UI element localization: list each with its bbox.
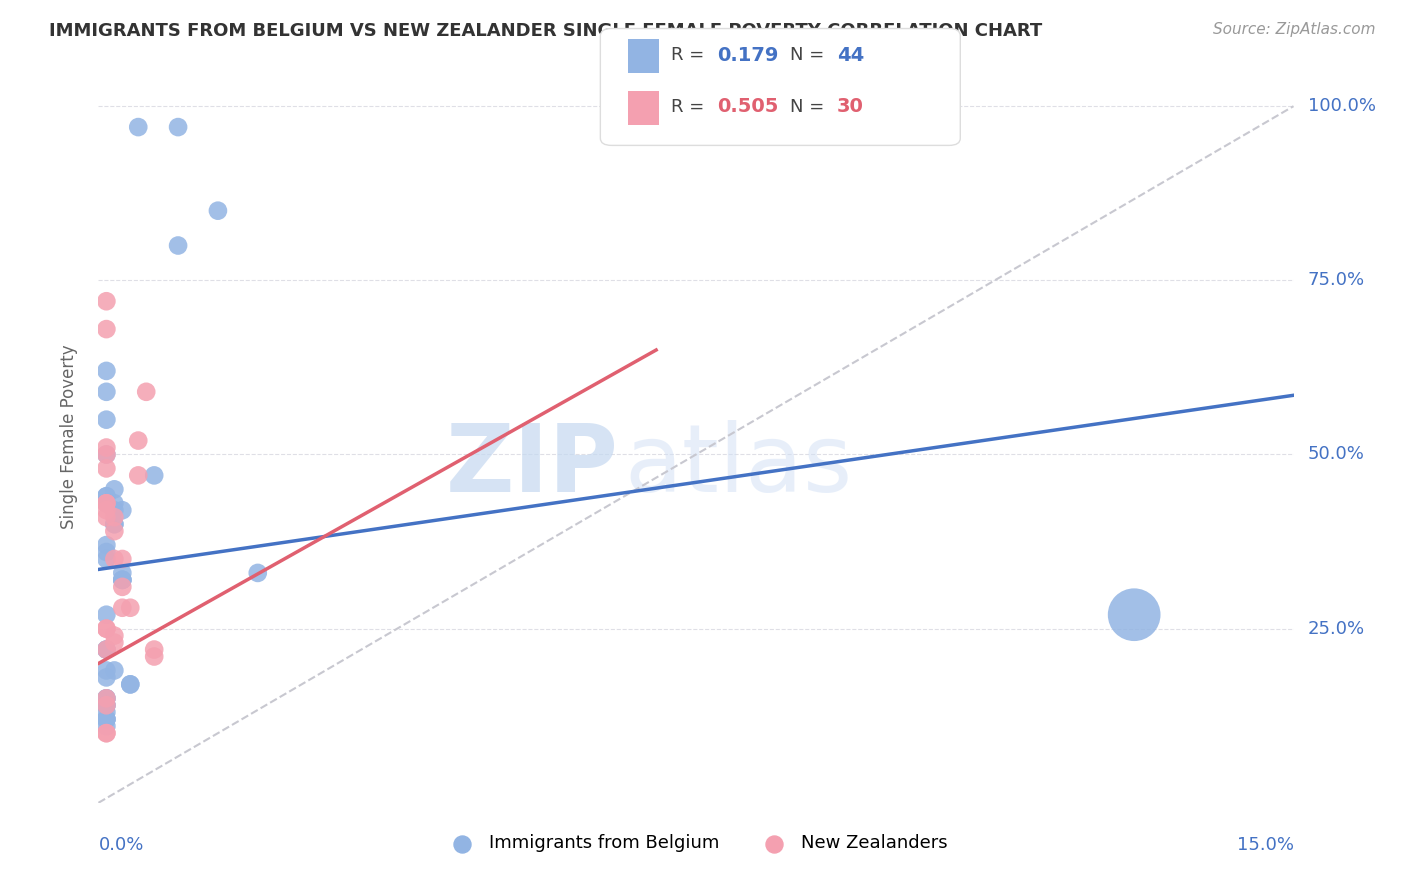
Point (167, 238, 190, 252)
Text: 0.0%: 0.0% (98, 836, 143, 854)
Text: 0.179: 0.179 (717, 46, 779, 65)
Point (96, 712, 118, 726)
Text: 30: 30 (837, 97, 863, 116)
Point (111, 580, 134, 594)
Point (96, 691, 118, 706)
Point (127, 434, 149, 448)
Point (96, 538, 118, 552)
Point (96, 726, 118, 740)
Point (103, 635, 125, 649)
Point (96, 642, 118, 657)
Point (96, 364, 118, 378)
Point (96, 552, 118, 566)
Point (96, 726, 118, 740)
Point (111, 573, 134, 587)
Point (103, 664, 125, 678)
Point (96, 622, 118, 636)
Point (103, 552, 125, 566)
Point (246, 566, 269, 580)
Point (120, 677, 142, 691)
Point (96, 448, 118, 462)
Point (207, 203, 229, 218)
Point (103, 517, 125, 532)
Point (96, 705, 118, 719)
Point (120, 600, 142, 615)
Point (96, 698, 118, 713)
Point (96, 642, 118, 657)
Point (96, 489, 118, 503)
Point (96, 384, 118, 399)
Point (96, 719, 118, 733)
Point (135, 384, 157, 399)
Text: 100.0%: 100.0% (1308, 97, 1376, 115)
Point (103, 629, 125, 643)
Point (96, 698, 118, 713)
Point (103, 524, 125, 538)
Point (103, 517, 125, 532)
Point (96, 510, 118, 524)
Point (103, 483, 125, 497)
Text: 0.505: 0.505 (717, 97, 779, 116)
Point (143, 468, 166, 483)
Point (111, 573, 134, 587)
Point (96, 503, 118, 517)
Point (96, 412, 118, 426)
Text: R =: R = (671, 46, 710, 64)
Text: IMMIGRANTS FROM BELGIUM VS NEW ZEALANDER SINGLE FEMALE POVERTY CORRELATION CHART: IMMIGRANTS FROM BELGIUM VS NEW ZEALANDER… (49, 22, 1042, 40)
Point (111, 566, 134, 580)
Point (167, 120, 190, 134)
Point (103, 510, 125, 524)
Point (103, 503, 125, 517)
Point (111, 552, 134, 566)
Point (96, 496, 118, 510)
Point (96, 294, 118, 309)
Text: N =: N = (790, 98, 830, 116)
Point (127, 120, 149, 134)
Point (143, 649, 166, 664)
Point (96, 496, 118, 510)
Point (96, 545, 118, 559)
Text: 25.0%: 25.0% (1308, 620, 1365, 638)
Point (96, 664, 118, 678)
Point (127, 468, 149, 483)
Point (96, 461, 118, 475)
Point (1123, 607, 1146, 622)
Point (96, 670, 118, 684)
Point (96, 489, 118, 503)
Text: 44: 44 (837, 46, 863, 65)
Point (96, 322, 118, 336)
Legend: Immigrants from Belgium, New Zealanders: Immigrants from Belgium, New Zealanders (437, 827, 955, 860)
Point (111, 503, 134, 517)
Point (96, 448, 118, 462)
Text: ZIP: ZIP (446, 420, 619, 512)
Point (96, 691, 118, 706)
Text: atlas: atlas (624, 420, 852, 512)
Text: 50.0%: 50.0% (1308, 445, 1365, 464)
Point (96, 607, 118, 622)
Point (96, 441, 118, 455)
Point (96, 712, 118, 726)
Text: R =: R = (671, 98, 710, 116)
Point (96, 496, 118, 510)
Text: 75.0%: 75.0% (1308, 271, 1365, 289)
Point (96, 698, 118, 713)
Point (120, 677, 142, 691)
Point (103, 496, 125, 510)
Text: N =: N = (790, 46, 830, 64)
Point (96, 691, 118, 706)
Text: Source: ZipAtlas.com: Source: ZipAtlas.com (1212, 22, 1375, 37)
Y-axis label: Single Female Poverty: Single Female Poverty (59, 345, 77, 529)
Point (96, 642, 118, 657)
Point (111, 573, 134, 587)
Point (111, 600, 134, 615)
Point (96, 712, 118, 726)
Text: 15.0%: 15.0% (1236, 836, 1294, 854)
Point (143, 642, 166, 657)
Point (96, 622, 118, 636)
